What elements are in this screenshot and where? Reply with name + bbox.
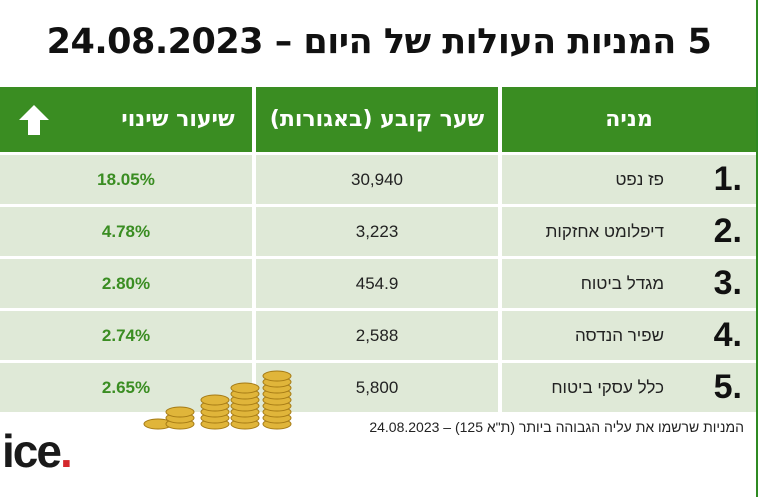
- header-price-label: שער קובע (באגורות): [269, 107, 485, 132]
- stock-cell: 2. דיפלומט אחזקות: [502, 207, 756, 256]
- page-title: 5 המניות העולות של היום – 24.08.2023: [46, 22, 712, 62]
- frame-border: [756, 0, 758, 497]
- change-cell: 2.74%: [0, 311, 252, 360]
- table-row: 2. דיפלומט אחזקות 3,223 4.78%: [0, 207, 756, 256]
- header-change: שיעור שינוי: [0, 87, 252, 152]
- table-row: 5. כלל עסקי ביטוח 5,800 2.65%: [0, 363, 756, 412]
- stock-cell: 3. מגדל ביטוח: [502, 259, 756, 308]
- change-cell: 2.80%: [0, 259, 252, 308]
- stock-cell: 1. פז נפט: [502, 155, 756, 204]
- logo-text: ice: [2, 425, 62, 477]
- price-cell: 5,800: [256, 363, 498, 412]
- price-cell: 3,223: [256, 207, 498, 256]
- table-header: מניה שער קובע (באגורות) שיעור שינוי: [0, 87, 756, 152]
- footnote: המניות שרשמו את עליה הגבוהה ביותר (ת"א 1…: [369, 419, 744, 435]
- header-stock: מניה: [502, 87, 756, 152]
- stock-name: מגדל ביטוח: [580, 273, 664, 293]
- header-price: שער קובע (באגורות): [256, 87, 498, 152]
- price-cell: 30,940: [256, 155, 498, 204]
- price-cell: 2,588: [256, 311, 498, 360]
- stock-name: שפיר הנדסה: [574, 325, 664, 345]
- table-row: 4. שפיר הנדסה 2,588 2.74%: [0, 311, 756, 360]
- table-row: 1. פז נפט 30,940 18.05%: [0, 155, 756, 204]
- change-cell: 4.78%: [0, 207, 252, 256]
- ice-logo: ice.: [2, 424, 73, 478]
- header-change-label: שיעור שינוי: [121, 107, 235, 132]
- rank-number: 2.: [713, 212, 742, 250]
- price-cell: 454.9: [256, 259, 498, 308]
- up-arrow-icon: [19, 104, 50, 135]
- logo-dot: .: [59, 425, 73, 477]
- coin-stacks-illustration: [143, 370, 292, 430]
- table-row: 3. מגדל ביטוח 454.9 2.80%: [0, 259, 756, 308]
- rank-number: 3.: [713, 264, 742, 302]
- rank-number: 5.: [713, 368, 742, 406]
- stock-name: כלל עסקי ביטוח: [551, 377, 664, 397]
- stock-cell: 4. שפיר הנדסה: [502, 311, 756, 360]
- change-cell: 18.05%: [0, 155, 252, 204]
- stock-cell: 5. כלל עסקי ביטוח: [502, 363, 756, 412]
- rank-number: 1.: [713, 160, 742, 198]
- header-stock-label: מניה: [605, 107, 653, 132]
- stock-name: דיפלומט אחזקות: [545, 221, 664, 241]
- stock-name: פז נפט: [615, 169, 664, 189]
- rank-number: 4.: [713, 316, 742, 354]
